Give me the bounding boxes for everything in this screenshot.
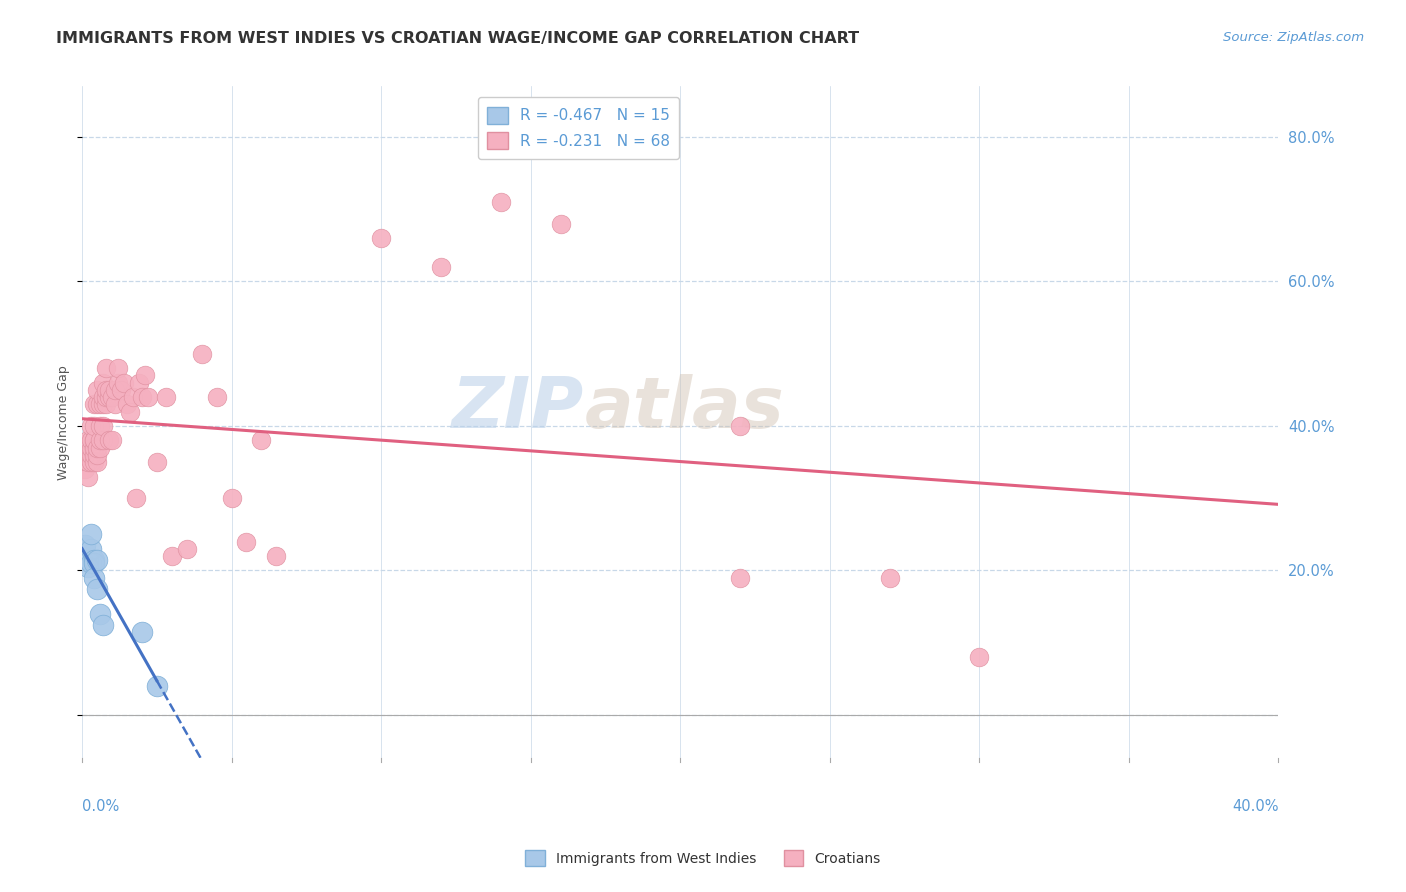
Point xyxy=(77,469,100,483)
Point xyxy=(94,383,117,397)
Point xyxy=(86,441,108,455)
Point xyxy=(101,434,124,448)
Point xyxy=(112,376,135,390)
Point xyxy=(107,376,129,390)
Point xyxy=(155,390,177,404)
Point xyxy=(94,397,117,411)
Point xyxy=(83,434,105,448)
Point xyxy=(97,434,120,448)
Point xyxy=(131,390,153,404)
Point xyxy=(83,434,105,448)
Point xyxy=(134,368,156,383)
Point xyxy=(94,390,117,404)
Point xyxy=(190,347,212,361)
Point xyxy=(125,491,148,506)
Point xyxy=(80,556,103,570)
Point xyxy=(128,376,150,390)
Text: atlas: atlas xyxy=(585,375,785,443)
Point xyxy=(118,404,141,418)
Point xyxy=(77,434,100,448)
Point xyxy=(83,571,105,585)
Legend: R = -0.467   N = 15, R = -0.231   N = 68: R = -0.467 N = 15, R = -0.231 N = 68 xyxy=(478,97,679,159)
Point xyxy=(91,434,114,448)
Point xyxy=(145,455,167,469)
Point xyxy=(80,434,103,448)
Point xyxy=(110,383,132,397)
Legend: Immigrants from West Indies, Croatians: Immigrants from West Indies, Croatians xyxy=(520,845,886,871)
Point xyxy=(136,390,159,404)
Text: ZIP: ZIP xyxy=(453,375,585,443)
Point xyxy=(83,455,105,469)
Point xyxy=(728,419,751,434)
Point xyxy=(176,541,198,556)
Point xyxy=(86,455,108,469)
Point xyxy=(728,571,751,585)
Point xyxy=(370,231,392,245)
Text: IMMIGRANTS FROM WEST INDIES VS CROATIAN WAGE/INCOME GAP CORRELATION CHART: IMMIGRANTS FROM WEST INDIES VS CROATIAN … xyxy=(56,31,859,46)
Point xyxy=(104,397,127,411)
Point xyxy=(89,397,111,411)
Point xyxy=(91,419,114,434)
Point xyxy=(89,419,111,434)
Point xyxy=(101,390,124,404)
Point xyxy=(77,560,100,574)
Point xyxy=(83,556,105,570)
Point xyxy=(250,434,273,448)
Point xyxy=(115,397,138,411)
Point xyxy=(89,441,111,455)
Point xyxy=(83,419,105,434)
Point xyxy=(83,441,105,455)
Point xyxy=(266,549,288,563)
Point xyxy=(550,217,572,231)
Point xyxy=(235,534,257,549)
Point xyxy=(89,607,111,621)
Point xyxy=(77,455,100,469)
Point xyxy=(94,361,117,376)
Point xyxy=(83,397,105,411)
Point xyxy=(97,390,120,404)
Text: Source: ZipAtlas.com: Source: ZipAtlas.com xyxy=(1223,31,1364,45)
Y-axis label: Wage/Income Gap: Wage/Income Gap xyxy=(58,365,70,480)
Point xyxy=(83,552,105,566)
Point xyxy=(107,361,129,376)
Point xyxy=(86,552,108,566)
Point xyxy=(80,448,103,462)
Point xyxy=(80,419,103,434)
Point xyxy=(80,455,103,469)
Point xyxy=(131,624,153,639)
Point xyxy=(91,376,114,390)
Point xyxy=(91,617,114,632)
Point xyxy=(121,390,143,404)
Point xyxy=(205,390,228,404)
Point xyxy=(879,571,901,585)
Point xyxy=(80,441,103,455)
Point xyxy=(221,491,243,506)
Point xyxy=(104,383,127,397)
Point xyxy=(80,527,103,541)
Point xyxy=(489,194,512,209)
Point xyxy=(86,383,108,397)
Point xyxy=(77,552,100,566)
Point xyxy=(430,260,453,274)
Point xyxy=(86,397,108,411)
Text: 40.0%: 40.0% xyxy=(1232,798,1278,814)
Point xyxy=(73,538,96,552)
Point xyxy=(969,650,991,665)
Point xyxy=(83,448,105,462)
Point xyxy=(80,541,103,556)
Point xyxy=(91,397,114,411)
Text: 0.0%: 0.0% xyxy=(82,798,120,814)
Point xyxy=(97,383,120,397)
Point xyxy=(86,448,108,462)
Point xyxy=(73,462,96,476)
Point xyxy=(73,448,96,462)
Point xyxy=(86,582,108,596)
Point xyxy=(89,434,111,448)
Point xyxy=(145,679,167,693)
Point xyxy=(91,390,114,404)
Point xyxy=(160,549,183,563)
